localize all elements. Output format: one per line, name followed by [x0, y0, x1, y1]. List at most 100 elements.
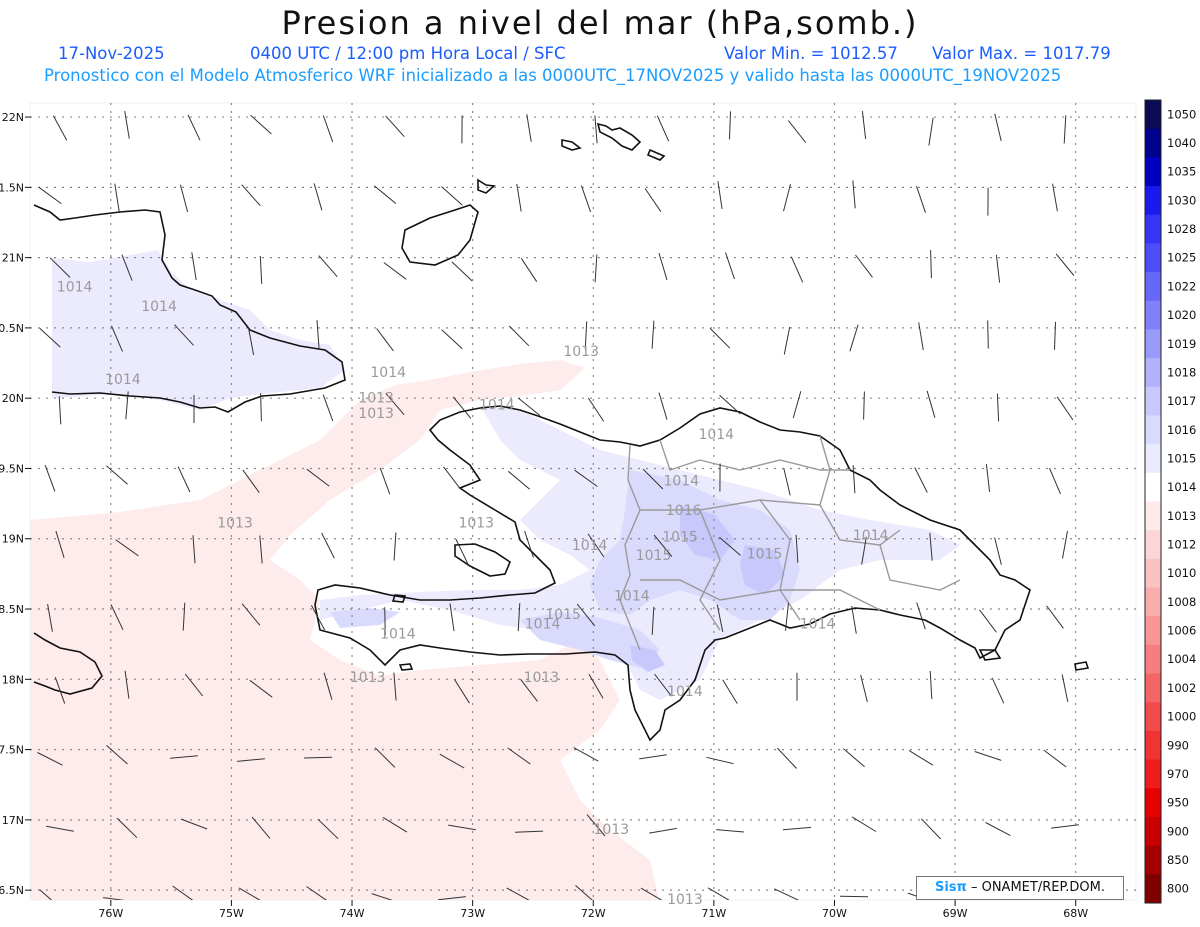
isobar-label: 1014: [572, 538, 608, 554]
wind-barb: [860, 674, 868, 703]
wind-barb: [110, 604, 124, 631]
lat-label: 20N: [2, 392, 24, 405]
wind-barb: [115, 539, 139, 557]
wind-barbs: [37, 111, 1079, 900]
wind-barb: [916, 186, 926, 213]
isobar-label: 1015: [636, 548, 672, 564]
wind-barb: [580, 185, 592, 213]
wind-barb: [182, 602, 186, 631]
wind-barb: [520, 258, 538, 282]
colorbar-swatch: [1145, 272, 1161, 302]
wind-barb: [849, 324, 859, 352]
wind-barb: [116, 817, 138, 839]
wind-barb: [1056, 396, 1074, 421]
lat-label: 1.5N: [0, 181, 24, 194]
wind-barb: [371, 893, 393, 900]
isobar-label: 1014: [525, 617, 561, 633]
wind-barb: [174, 324, 194, 346]
wind-barb: [125, 391, 129, 420]
wind-barb: [106, 465, 128, 485]
isobar-label: 1013: [458, 516, 494, 532]
lon-label: 70W: [822, 907, 847, 920]
wind-barb: [321, 532, 335, 559]
wind-barb: [774, 888, 800, 900]
wind-barb: [783, 326, 791, 355]
wind-barb: [306, 886, 327, 900]
forecast-time: 0400 UTC / 12:00 pm Hora Local / SFC: [250, 44, 566, 63]
wind-barb: [180, 818, 208, 830]
isobar-label: 1014: [663, 473, 699, 489]
wind-barb: [114, 183, 120, 212]
lat-label: 7.5N: [0, 744, 24, 757]
wind-barb: [452, 396, 472, 419]
wind-barb: [861, 536, 867, 565]
isobar-label: 1015: [747, 546, 783, 562]
colorbar-label: 1010: [1167, 566, 1196, 580]
wind-barb: [191, 252, 197, 280]
pressure-shading: [30, 250, 960, 900]
wind-barb: [649, 827, 677, 834]
wind-barb: [323, 672, 333, 700]
wind-barb: [507, 470, 531, 490]
lon-label: 68W: [1063, 907, 1088, 920]
isobar-label: 1016: [666, 503, 702, 519]
wind-barb: [994, 537, 1002, 565]
wind-barb: [929, 670, 933, 700]
wind-barb: [54, 677, 66, 704]
max-value: Valor Max. = 1017.79: [932, 44, 1111, 63]
colorbar-swatch: [1145, 587, 1161, 617]
wind-barb: [855, 254, 873, 278]
wind-barb: [526, 114, 532, 142]
colorbar-swatch: [1145, 415, 1161, 445]
wind-barb: [930, 250, 932, 279]
wind-barb: [651, 320, 655, 349]
wind-barb: [241, 603, 261, 626]
colorbar-swatch: [1145, 788, 1161, 818]
wind-barb: [259, 255, 263, 284]
colorbar-swatch: [1145, 759, 1161, 789]
wind-barb: [508, 325, 530, 347]
wind-barb: [587, 397, 605, 422]
wind-barb: [44, 464, 56, 492]
wind-barb: [451, 261, 473, 282]
lat-label: 19N: [2, 533, 24, 546]
wind-barb: [783, 468, 791, 496]
colorbar-swatch: [1145, 128, 1161, 158]
isobar-label: 1014: [698, 427, 734, 443]
colorbar-label: 1020: [1167, 308, 1196, 322]
wind-barb: [1052, 183, 1058, 212]
wind-barb: [124, 111, 130, 139]
wind-barb: [306, 468, 330, 487]
wind-barb: [172, 885, 194, 900]
wind-barb: [792, 391, 802, 419]
colorbar-frame: [1144, 99, 1162, 904]
isobar-label: 1014: [141, 299, 177, 315]
wind-barb: [574, 469, 598, 487]
wind-barb: [39, 327, 61, 348]
colorbar-label: 1016: [1167, 423, 1196, 437]
pressure-colorbar: 1050 1040 1035 1030 1028 1025 1022 1020 1019 1018…: [1144, 99, 1196, 904]
wind-barb: [443, 466, 461, 490]
wind-barb: [719, 536, 741, 556]
wind-barb: [506, 887, 530, 900]
colorbar-swatch: [1145, 845, 1161, 875]
lat-label: 21N: [2, 252, 24, 265]
wind-barb: [1043, 749, 1067, 768]
wind-barb: [974, 751, 1002, 761]
wind-barb: [640, 887, 663, 900]
lon-label: 69W: [943, 907, 968, 920]
wind-barb: [46, 825, 74, 832]
wind-barb: [1055, 253, 1075, 276]
sispi-logo: Sisπ: [934, 880, 967, 895]
wind-barb: [979, 609, 997, 633]
map-title: Presion a nivel del mar (hPa,somb.): [281, 4, 919, 42]
wind-barb: [517, 603, 521, 632]
wind-barb: [187, 114, 201, 141]
isobar-label: 1015: [662, 530, 698, 546]
wind-barb: [524, 530, 534, 558]
colorbar-swatch: [1145, 816, 1161, 847]
forecast-description: Pronostico con el Modelo Atmosferico WRF…: [44, 66, 1062, 85]
wind-barb: [47, 604, 53, 632]
lat-label: 18N: [2, 673, 24, 686]
